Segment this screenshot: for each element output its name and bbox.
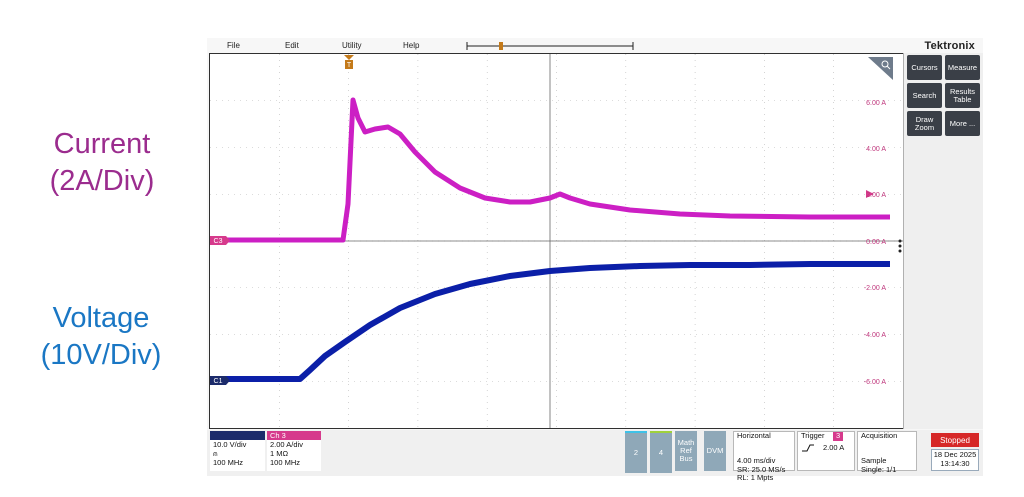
date-text: 18 Dec 2025 [933, 450, 977, 459]
date-time: 18 Dec 2025 13:14:30 [931, 449, 979, 471]
ch3-badge-settings: 2.00 A/div 1 MΩ 100 MHz [270, 440, 303, 467]
acquisition-title: Acquisition [861, 431, 898, 440]
menu-bar: File Edit Utility Help [207, 38, 907, 52]
more-options-icon[interactable] [897, 238, 903, 254]
record-view-bar[interactable] [465, 40, 635, 52]
right-button-panel: Cursors Measure Search Results Table Dra… [903, 53, 983, 429]
cursors-button[interactable]: Cursors [907, 55, 942, 80]
ch3-marker: C3 [210, 236, 230, 245]
ch1-marker-text: C1 [214, 378, 223, 385]
acquisition-badge[interactable]: Acquisition Sample Single: 1/1 [857, 431, 917, 474]
ch3-badge[interactable]: Ch 3 2.00 A/div 1 MΩ 100 MHz [267, 431, 321, 471]
bottom-status-bar: 10.0 V/div ⍝ 100 MHz Ch 3 2.00 A/div 1 M… [207, 430, 983, 482]
axis-label: -6.00 A [864, 379, 887, 386]
zoom-icon [868, 57, 893, 80]
trigger-position-marker: T [344, 55, 354, 69]
run-stop-status[interactable]: Stopped [931, 433, 979, 447]
trigger-badge[interactable]: Trigger 3 2.00 A [797, 431, 855, 471]
current-trace [210, 97, 890, 243]
tektronix-logo: Tektronix [924, 40, 975, 52]
acquisition-settings: Sample Single: 1/1 [861, 456, 897, 474]
current-label: Current (2A/Div) [22, 126, 182, 200]
voltage-label: Voltage (10V/Div) [16, 300, 186, 374]
trigger-marker-text: T [347, 62, 352, 69]
menu-file[interactable]: File [227, 41, 240, 50]
ch3-marker-text: C3 [214, 238, 223, 245]
voltage-trace [210, 261, 890, 382]
axis-label: -4.00 A [864, 332, 887, 339]
more-button[interactable]: More ... [945, 111, 980, 136]
trigger-source-tag: 3 [833, 431, 844, 441]
axis-label: 6.00 A [866, 100, 886, 107]
ch1-badge-header [210, 431, 265, 440]
menu-utility[interactable]: Utility [342, 41, 362, 50]
menu-help[interactable]: Help [403, 41, 420, 50]
voltage-label-line2: (10V/Div) [40, 339, 162, 371]
ch1-badge[interactable]: 10.0 V/div ⍝ 100 MHz [210, 431, 265, 471]
rising-edge-icon [802, 444, 814, 452]
waveform-display[interactable]: T C3 C1 6.00 A 4.00 A 2.00 A 0.00 A -2.00 A -… [209, 53, 904, 429]
axis-label: 4.00 A [866, 146, 886, 153]
results-table-button[interactable]: Results Table [945, 83, 980, 108]
trigger-level: 2.00 A [823, 443, 845, 452]
measure-button[interactable]: Measure [945, 55, 980, 80]
add-ch4-button[interactable]: 4 [650, 431, 672, 473]
search-button[interactable]: Search [907, 83, 942, 108]
horizontal-badge[interactable]: Horizontal 4.00 ms/div SR: 25.0 MS/s RL:… [733, 431, 795, 482]
time-text: 13:14:30 [940, 459, 970, 468]
waveform-svg: T C3 C1 6.00 A 4.00 A 2.00 A 0.00 A -2.00 A -… [210, 54, 903, 428]
axis-label: -2.00 A [864, 285, 887, 292]
voltage-label-line1: Voltage [52, 302, 150, 334]
add-ch2-button[interactable]: 2 [625, 431, 647, 473]
current-label-line2: (2A/Div) [49, 165, 155, 197]
math-ref-bus-button[interactable]: Math Ref Bus [675, 431, 697, 471]
right-axis-labels: 6.00 A 4.00 A 2.00 A 0.00 A -2.00 A -4.00 A -6… [864, 100, 887, 386]
ch3-badge-header: Ch 3 [267, 431, 321, 440]
menu-edit[interactable]: Edit [285, 41, 299, 50]
horizontal-settings: 4.00 ms/div SR: 25.0 MS/s RL: 1 Mpts [737, 456, 786, 482]
dvm-button[interactable]: DVM [704, 431, 726, 471]
current-label-line1: Current [53, 128, 151, 160]
oscilloscope-window: File Edit Utility Help Tektronix T [207, 38, 983, 482]
axis-label: 2.00 A [866, 192, 886, 199]
ch1-badge-settings: 10.0 V/div ⍝ 100 MHz [213, 440, 247, 467]
trigger-level-marker [866, 190, 874, 198]
ch1-marker: C1 [210, 376, 230, 385]
trigger-title: Trigger [801, 431, 825, 440]
draw-zoom-button[interactable]: Draw Zoom [907, 111, 942, 136]
horizontal-title: Horizontal [737, 431, 771, 440]
axis-label: 0.00 A [866, 239, 886, 246]
